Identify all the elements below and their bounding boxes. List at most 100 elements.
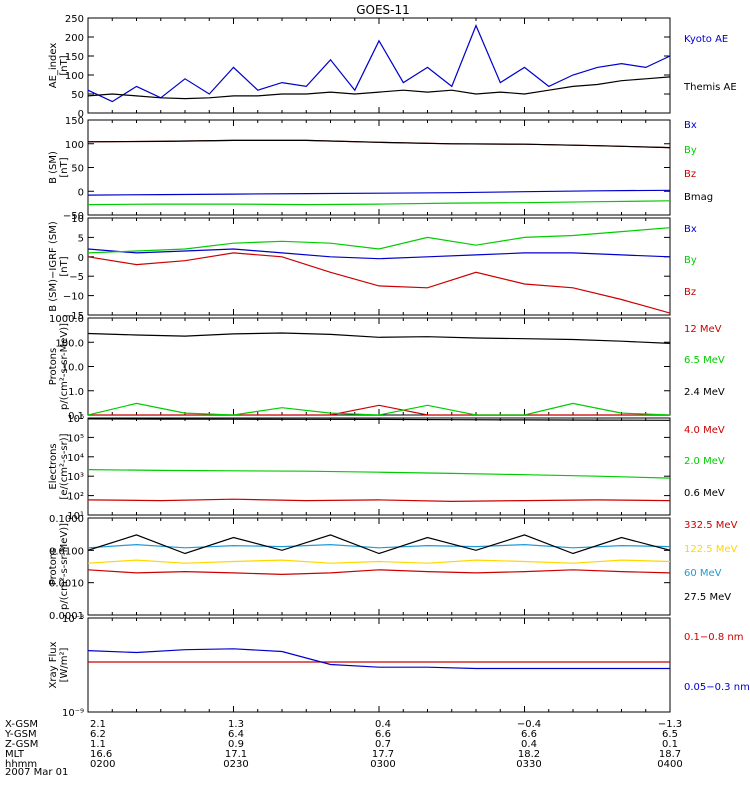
legend-entry: 122.5 MeV [684, 544, 738, 555]
y-tick-label: 10⁴ [67, 453, 84, 464]
footer-value: 18.2 [518, 749, 540, 760]
legend-entry: 2.0 MeV [684, 456, 725, 467]
chart-title: GOES-11 [356, 3, 410, 17]
y-tick-label: 100.0 [55, 338, 84, 349]
panel-7: 10⁻⁹ 10⁻⁸ Xray Flux [W/m²] 0.1−0.8 nm 0.05−0.… [48, 614, 750, 719]
y-axis-label-unit: [e/(cm²-s-sr)] [59, 433, 70, 499]
legend-entry: 27.5 MeV [684, 592, 731, 603]
legend-entry: 12 MeV [684, 324, 722, 335]
series-line-by [88, 200, 670, 206]
y-tick-label: 10⁻⁹ [62, 708, 84, 719]
series-line-27-5-mev [88, 534, 670, 555]
y-tick-label: 10 [71, 214, 84, 225]
date-label: 2007 Mar 01 [5, 767, 68, 778]
series-line-bz [88, 252, 670, 314]
y-tick-label: 0.1 [68, 411, 84, 422]
footer-value: 16.6 [90, 749, 112, 760]
y-axis-label-unit: [nT] [59, 157, 70, 177]
legend-entry: Bz [684, 169, 696, 180]
y-tick-label: 10⁵ [67, 433, 84, 444]
series-line-bx [88, 189, 670, 196]
y-tick-label: 10² [67, 492, 84, 503]
y-tick-label: 0.1000 [49, 514, 84, 525]
y-axis-label: Protons [48, 348, 59, 385]
panel-2: −50 0 50 100 150 B (SM) [nT] Bx By Bz Bmag [48, 116, 713, 222]
y-tick-label: 0.0100 [49, 546, 84, 557]
footer-row-label: X-GSM [5, 719, 38, 730]
legend-entry: Bx [684, 224, 697, 235]
y-axis-label-unit: p/(cm²-s-sr-MeV)] [59, 523, 70, 610]
legend-entry: Bz [684, 287, 696, 298]
y-tick-label: 250 [65, 14, 84, 25]
footer-value: 1.3 [228, 719, 244, 730]
y-axis-label-unit: [W/m²] [59, 647, 70, 682]
panel-frame [87, 317, 671, 416]
footer-value: 0200 [90, 759, 115, 770]
footer-value: 17.7 [372, 749, 394, 760]
footer-value: 0.4 [521, 739, 537, 750]
footer-row-label: Y-GSM [4, 729, 37, 740]
series-line-kyoto-ae [88, 24, 670, 103]
series-line-6-5-mev [88, 402, 670, 415]
legend-entry: 2.4 MeV [684, 387, 725, 398]
series-line-bmag [88, 139, 670, 149]
footer-value: 0230 [223, 759, 248, 770]
legend-entry: By [684, 145, 697, 156]
y-tick-label: 1000.0 [49, 314, 84, 325]
legend-entry: Bx [684, 120, 697, 131]
y-tick-label: −5 [69, 272, 84, 283]
y-axis-label: B (SM)−IGRF (SM) [48, 221, 59, 312]
footer-value: 6.6 [521, 729, 537, 740]
series-line-12-mev [88, 404, 670, 415]
series-line-by [88, 227, 670, 254]
series-line-122-5-mev [88, 559, 670, 564]
y-tick-label: 0 [78, 109, 84, 120]
y-tick-label: 0.0001 [49, 611, 84, 622]
y-axis-label: Xray Flux [48, 641, 59, 688]
footer-value: 0.7 [375, 739, 391, 750]
y-tick-label: 0.0010 [49, 579, 84, 590]
legend-entry: 0.6 MeV [684, 488, 725, 499]
series-line-0-6-mev [88, 418, 670, 421]
footer-value: 0.4 [375, 719, 391, 730]
legend-entry: Bmag [684, 192, 713, 203]
footer-value: 1.1 [90, 739, 106, 750]
y-tick-label: −15 [63, 311, 84, 322]
y-tick-label: 50 [71, 90, 84, 101]
y-axis-label: B (SM) [48, 151, 59, 184]
footer-value: 6.4 [228, 729, 244, 740]
footer-value: 17.1 [225, 749, 247, 760]
y-axis-label: Electrons [48, 443, 59, 489]
series-line-2-4-mev [88, 332, 670, 344]
footer-value: 0400 [657, 759, 682, 770]
series-line-332-5-mev [88, 569, 670, 576]
footer-value: −0.4 [517, 719, 541, 730]
y-tick-label: 1.0 [68, 387, 84, 398]
legend-entry: 0.05−0.3 nm [684, 682, 750, 693]
footer-value: 18.7 [659, 749, 681, 760]
legend-entry: Themis AE [683, 82, 737, 93]
footer-value: 0330 [516, 759, 541, 770]
footer-value: 0300 [370, 759, 395, 770]
y-tick-label: 150 [65, 116, 84, 127]
footer-row-label: Z-GSM [5, 739, 38, 750]
series-line-themis-ae [88, 76, 670, 100]
panel-6: 0.0001 0.0010 0.0100 0.1000 Protons p/(cm²-s-… [48, 514, 738, 622]
y-tick-label: 10⁶ [67, 414, 84, 425]
panel-frame [87, 517, 671, 616]
legend-entry: 4.0 MeV [684, 425, 725, 436]
series-line-0-05-0-3-nm [88, 648, 670, 670]
footer-value: 6.2 [90, 729, 106, 740]
footer-value: 0.9 [228, 739, 244, 750]
y-tick-label: 150 [65, 52, 84, 63]
panel-frame [87, 217, 671, 316]
y-axis-label: AE_index [48, 43, 59, 89]
panel-4: 0.1 1.0 10.0 100.0 1000.0 Protons p/(cm²-s-sr-… [48, 314, 725, 422]
panel-frame [87, 617, 671, 713]
y-tick-label: 100 [65, 71, 84, 82]
legend-entry: Kyoto AE [684, 34, 728, 45]
panel-1: 0 50 100 150 200 250 AE_index [nT] Kyoto AE Themi… [48, 14, 737, 120]
series-line-2-0-mev [88, 469, 670, 479]
y-tick-label: 50 [71, 164, 84, 175]
